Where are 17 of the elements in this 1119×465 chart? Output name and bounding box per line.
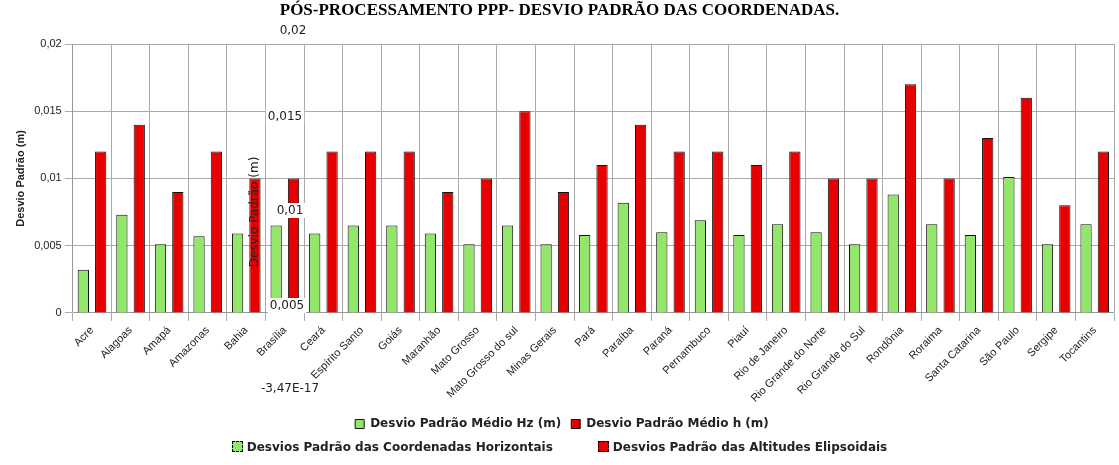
legend-label: Desvio Padrão Médio Hz (m) [370, 416, 562, 431]
annotation: Desvio Padrão (m) [247, 156, 261, 268]
annotation: 0,005 [269, 298, 305, 312]
y-axis-title: Desvio Padrão (m) [13, 129, 26, 227]
y-tick-label: 0 [55, 305, 62, 318]
chart-title: PÓS-PROCESSAMENTO PPP- DESVIO PADRÃO DAS COORDENADAS. [278, 0, 841, 20]
legend-label: Desvio Padrão Médio h (m) [586, 416, 769, 431]
y-tick-label: 0,02 [40, 37, 62, 50]
text: Desvios Padrão das Coordenadas Horizontais [245, 440, 553, 454]
annotation: 0,015 [267, 109, 303, 123]
y-tick-label: 0,015 [34, 104, 62, 117]
text: 0,02 [279, 23, 307, 37]
text: Desvios Padrão das Altitudes Elipsoidais [611, 440, 888, 454]
y-tick-label: 0,01 [40, 171, 62, 184]
text: -3,47E-17 [260, 381, 320, 395]
y-tick-label: 0,005 [34, 238, 62, 251]
annotation: 0,01 [276, 203, 304, 217]
